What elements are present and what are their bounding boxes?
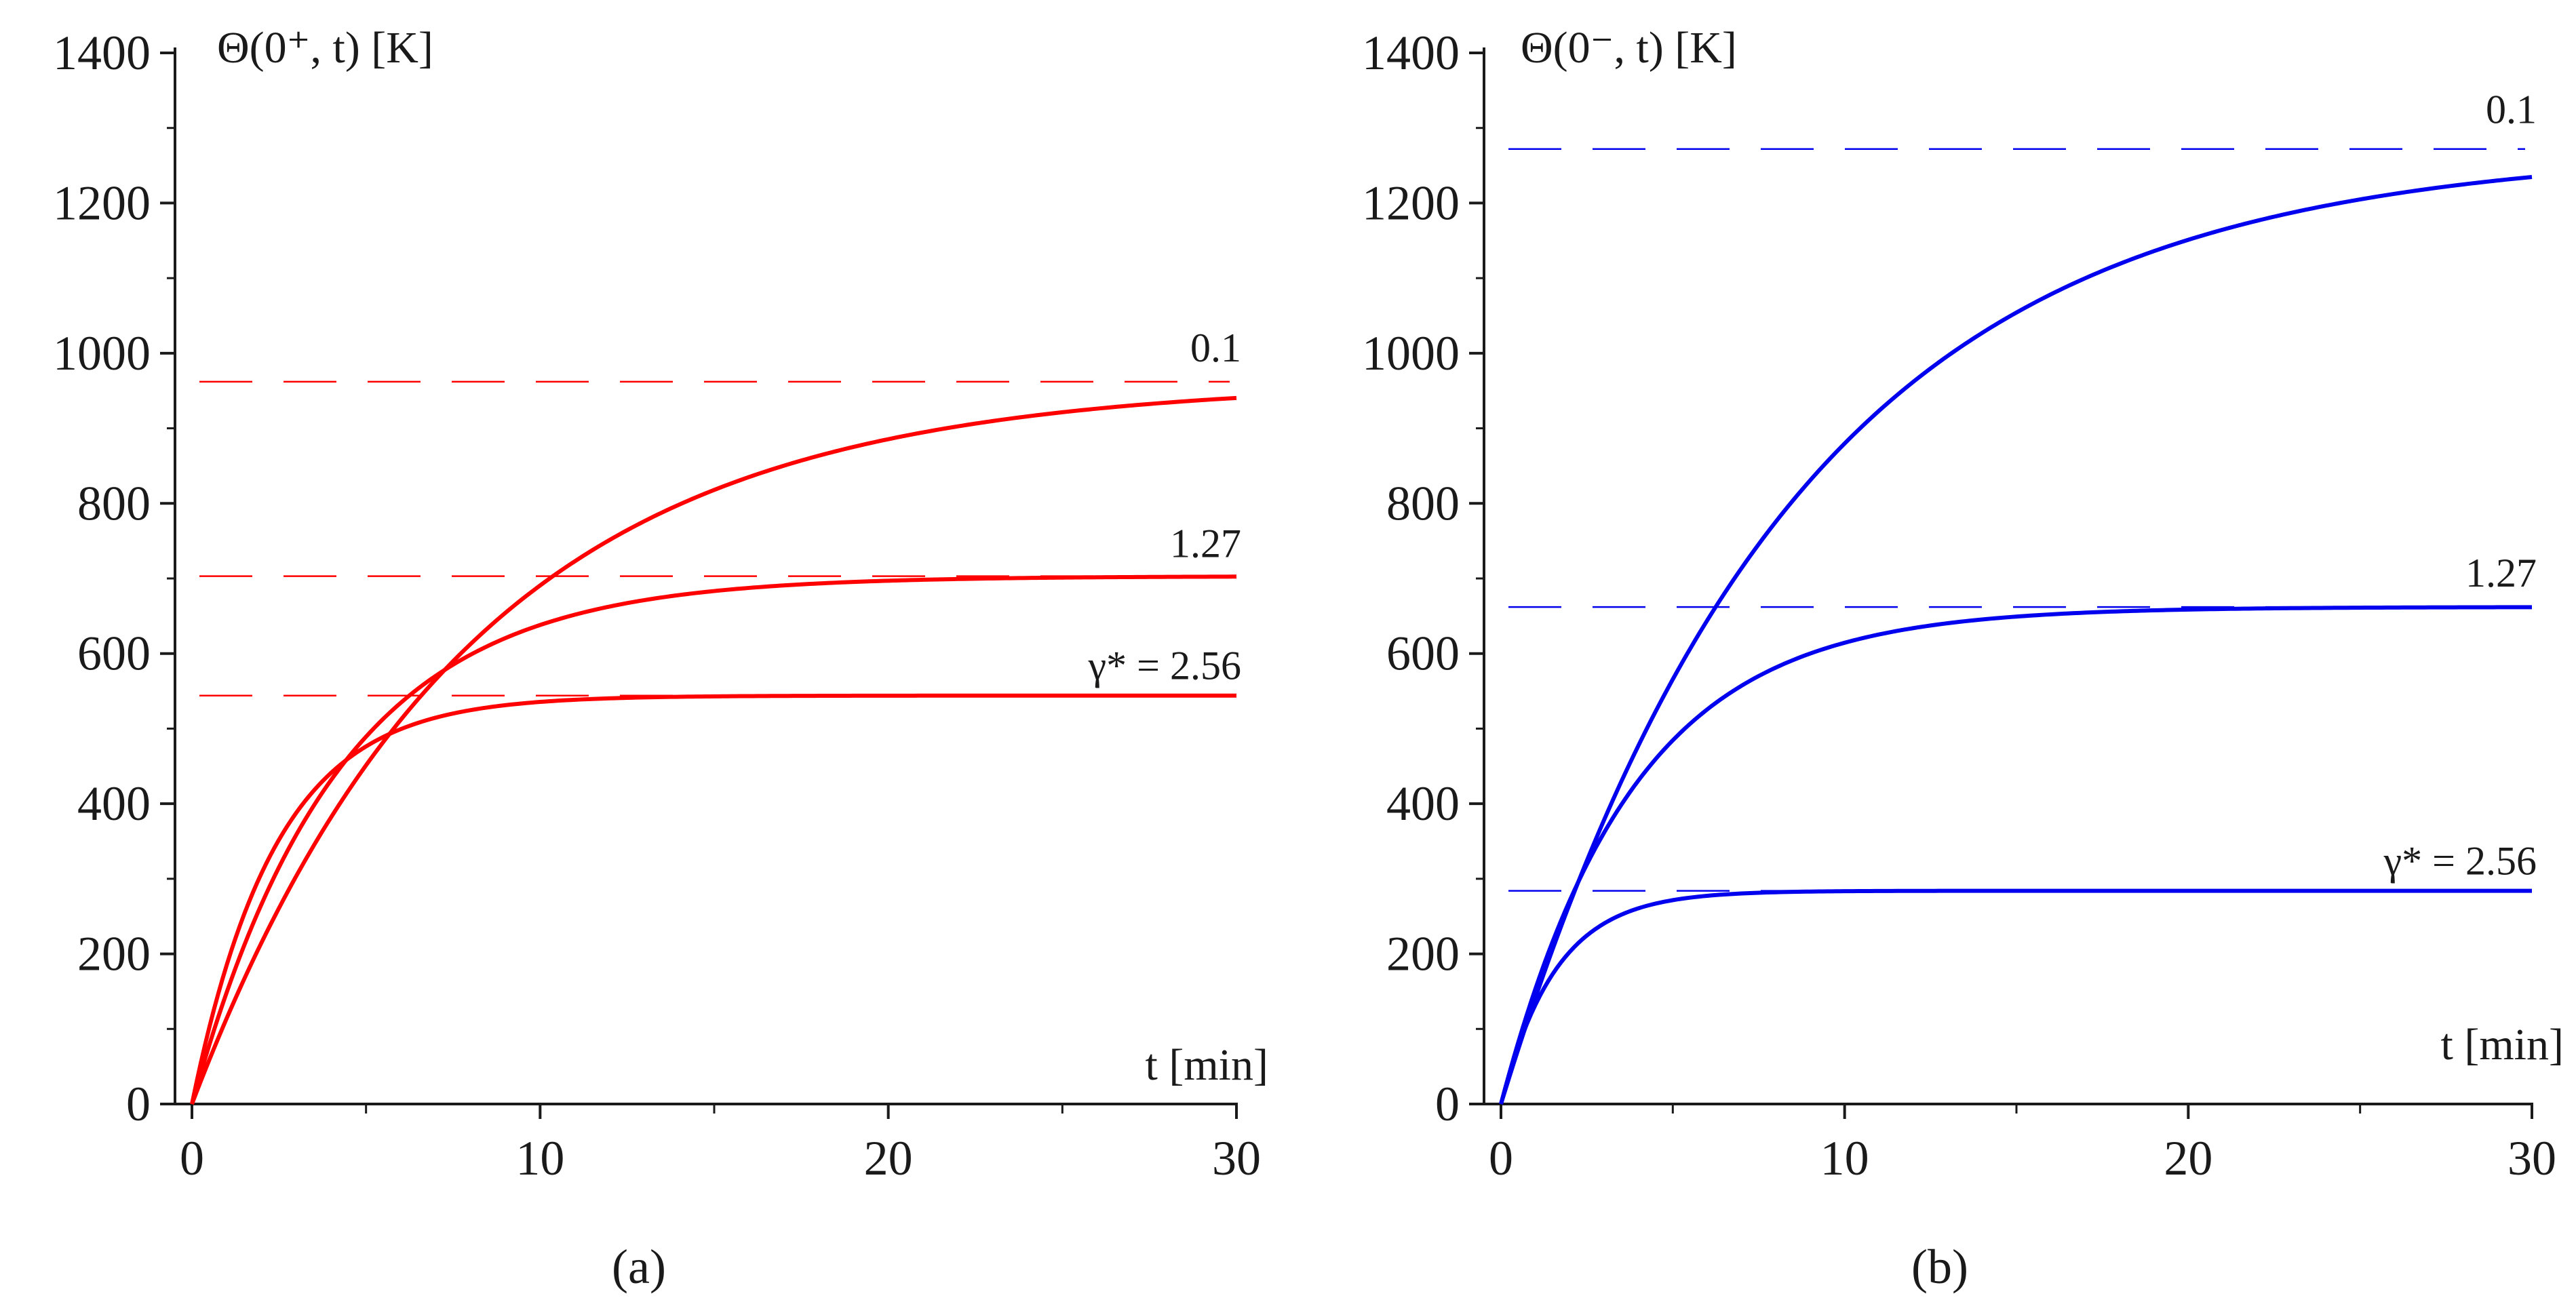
y-tick-label: 1400 [53,26,151,80]
panel-a-x-axis-label: t [min] [1146,1040,1268,1090]
series-line [1499,605,2533,1105]
series-label: γ* = 2.56 [2383,839,2537,884]
series-line [1499,175,2533,1105]
y-tick-label: 1200 [1362,176,1460,230]
series-label: 1.27 [2465,551,2537,595]
panel-a-curve-labels: 0.1 1.27 γ* = 2.56 [1088,326,1241,688]
panel-a-x-ticks: 0 10 20 30 [180,1104,1261,1185]
series-line [1499,888,2532,1105]
x-tick-label: 0 [1489,1131,1513,1185]
y-tick-label: 1000 [53,326,151,380]
x-tick-label: 0 [180,1131,204,1185]
panel-b-sublabel: (b) [1911,1240,1968,1294]
y-tick-label: 600 [1386,627,1460,681]
series-label: 0.1 [2486,87,2537,132]
y-tick-label: 0 [1435,1077,1460,1131]
x-tick-label: 20 [864,1131,913,1185]
x-tick-label: 10 [515,1131,564,1185]
y-tick-label: 800 [77,476,151,530]
y-tick-label: 800 [1386,476,1460,530]
series-line [190,395,1237,1105]
series-line [190,574,1237,1105]
series-line [190,693,1236,1105]
panel-a-sublabel: (a) [612,1240,666,1294]
panel-b-y-ticks: 0 200 400 600 800 1000 1200 1400 [1362,26,1484,1131]
y-tick-label: 1200 [53,176,151,230]
y-tick-label: 600 [77,627,151,681]
panel-b-curve-labels: 0.1 1.27 γ* = 2.56 [2383,87,2537,884]
y-tick-label: 400 [77,776,151,831]
y-tick-label: 1400 [1362,26,1460,80]
y-tick-label: 0 [126,1077,151,1131]
series-label: 0.1 [1190,326,1241,370]
x-tick-label: 30 [1212,1131,1261,1185]
x-tick-label: 10 [1820,1131,1869,1185]
panel-b-chart: 0 200 400 600 800 1000 1200 1400 0 10 20 30 0.1 1.2… [1362,23,2564,1294]
panel-b-x-axis-label: t [min] [2441,1020,2564,1069]
y-tick-label: 200 [77,927,151,981]
y-tick-label: 200 [1386,927,1460,981]
panel-a-y-axis-label: Θ(0⁺, t) [K] [217,23,433,73]
y-tick-label: 1000 [1362,326,1460,380]
panel-a-y-ticks: 0 200 400 600 800 1000 1200 1400 [53,26,175,1131]
series-label: γ* = 2.56 [1088,644,1241,688]
panel-a-curves [190,395,1237,1105]
x-tick-label: 30 [2507,1131,2556,1185]
panel-a-chart: 0 200 400 600 800 1000 1200 1400 0 10 20 30 0.1 1.2… [53,23,1268,1294]
series-label: 1.27 [1170,521,1241,566]
x-tick-label: 20 [2164,1131,2212,1185]
panel-b-curves [1499,175,2533,1105]
panel-b-y-axis-label: Θ(0⁻, t) [K] [1521,23,1737,73]
y-tick-label: 400 [1386,776,1460,831]
panel-b-x-ticks: 0 10 20 30 [1489,1104,2556,1185]
